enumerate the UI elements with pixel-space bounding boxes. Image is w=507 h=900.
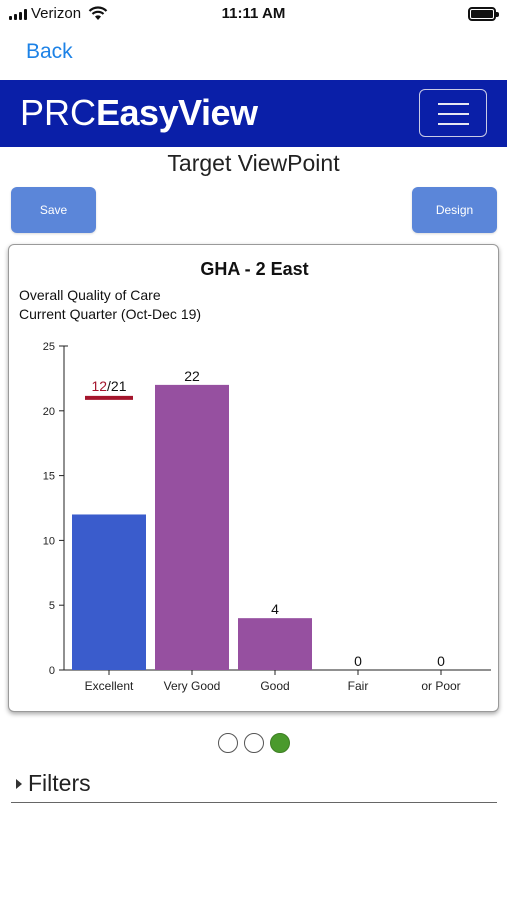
filters-toggle[interactable]: Filters — [16, 770, 91, 797]
x-tick-label: Fair — [348, 679, 369, 693]
page-indicator — [218, 733, 290, 753]
page-dot-1[interactable] — [218, 733, 238, 753]
y-tick-label: 25 — [43, 341, 55, 353]
x-tick-label: Very Good — [164, 679, 221, 693]
expand-caret-icon — [16, 778, 22, 789]
save-button[interactable]: Save — [11, 187, 96, 233]
chart-subtitle-period: Current Quarter (Oct-Dec 19) — [19, 306, 202, 322]
hamburger-menu-button[interactable] — [419, 89, 487, 137]
brand-header: PRCEasyView — [0, 80, 507, 147]
page-dot-3[interactable] — [270, 733, 290, 753]
target-label: 12/21 — [91, 378, 126, 394]
chart-title: GHA - 2 East — [200, 259, 309, 279]
data-label: 0 — [354, 653, 362, 669]
wifi-icon — [88, 6, 108, 20]
back-button[interactable]: Back — [26, 40, 73, 63]
status-bar: Verizon 11:11 AM — [0, 0, 507, 28]
logo: PRCEasyView — [20, 92, 258, 134]
chart-subtitle-measure: Overall Quality of Care — [19, 287, 161, 303]
carrier-name: Verizon — [31, 5, 82, 22]
x-tick-label: Good — [260, 679, 289, 693]
x-tick-label: or Poor — [421, 679, 460, 693]
chart-card: GHA - 2 East Overall Quality of Care Cur… — [8, 244, 499, 712]
signal-strength-icon — [9, 9, 27, 20]
y-tick-label: 20 — [43, 406, 55, 418]
bar-good — [238, 618, 312, 670]
y-tick-label: 15 — [43, 471, 55, 483]
clock: 11:11 AM — [221, 5, 286, 22]
bar-chart: 0 5 10 15 20 25 Excellent Very Good 22 Good 4 Fair 0… — [43, 341, 491, 693]
filters-divider — [11, 802, 497, 803]
page-title: Target ViewPoint — [167, 150, 340, 176]
x-tick-label: Excellent — [85, 679, 134, 693]
y-tick-label: 10 — [43, 535, 55, 547]
y-tick-label: 5 — [49, 600, 55, 612]
logo-prefix: PRC — [20, 92, 97, 133]
page-dot-2[interactable] — [244, 733, 264, 753]
filters-label: Filters — [28, 770, 91, 796]
hamburger-icon — [438, 103, 469, 105]
bar-excellent — [72, 514, 146, 670]
design-button[interactable]: Design — [412, 187, 497, 233]
data-label: 22 — [184, 368, 200, 384]
battery-icon — [468, 7, 499, 21]
data-label: 4 — [271, 601, 279, 617]
data-label: 0 — [437, 653, 445, 669]
y-tick-label: 0 — [49, 665, 55, 677]
logo-suffix: EasyView — [96, 92, 258, 133]
bar-very-good — [155, 384, 229, 670]
